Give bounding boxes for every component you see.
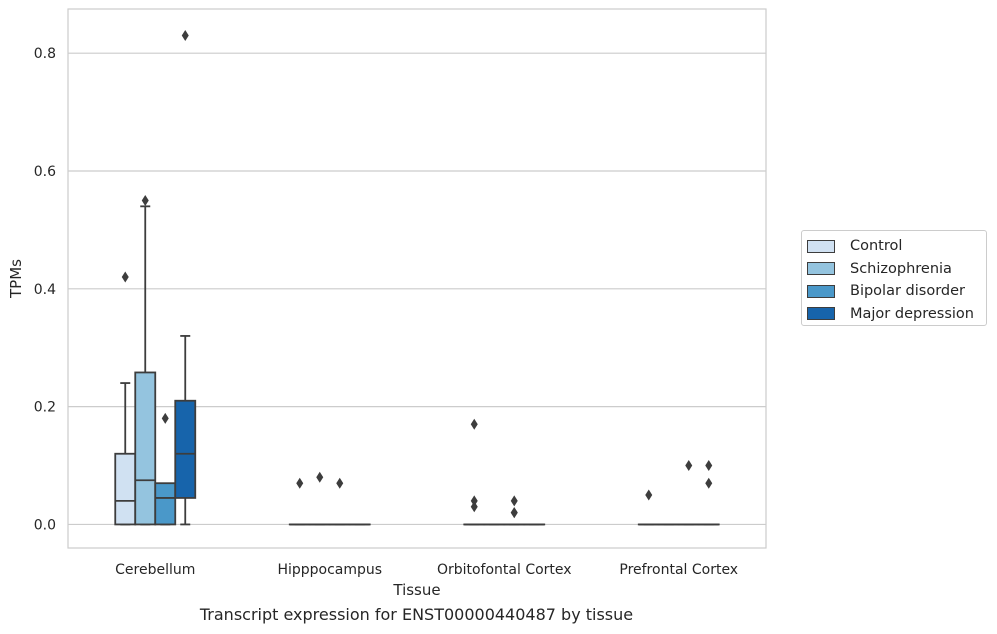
legend-item: Control [807,235,986,258]
legend-label: Major depression [850,305,974,322]
x-tick-labels: Cerebellum Hipppocampus Orbitofontal Corte… [115,562,738,578]
chart-title: Transcript expression for ENST0000044048… [199,605,634,624]
x-tick-label: Orbitofontal Cortex [437,562,572,578]
box [114,452,137,526]
series-bipolar-disorder [154,412,700,526]
outlier-point [141,194,149,206]
box-series [114,30,720,526]
x-tick-label: Cerebellum [115,562,195,578]
legend-item: Bipolar disorder [807,280,986,303]
legend-label: Schizophrenia [850,260,952,277]
legend-item: Schizophrenia [807,258,986,281]
outlier-point [336,477,344,489]
legend-swatch [807,239,835,253]
y-tick-label: 0.0 [34,517,56,533]
gridlines [68,52,766,526]
legend: Control Schizophrenia Bipolar disorder Majo… [801,230,987,326]
legend-label: Bipolar disorder [850,283,965,300]
y-tick-label: 0.8 [34,46,56,62]
x-tick-label: Hipppocampus [277,562,382,578]
outlier-point [121,271,129,283]
series-schizophrenia [134,194,680,526]
outlier-point [510,507,518,519]
outlier-point [705,477,713,489]
outlier-point [645,489,653,501]
outlier-point [181,30,189,42]
plot-frame [67,8,767,549]
outlier-point [470,501,478,513]
y-tick-label: 0.4 [34,282,56,298]
outlier-point [316,471,324,483]
legend-swatch [807,284,835,298]
legend-swatch [807,307,835,321]
y-tick-labels: 0.0 0.2 0.4 0.6 0.8 [34,46,56,533]
outlier-point [705,460,713,472]
x-axis-label: Tissue [392,581,440,599]
legend-label: Control [850,238,903,255]
box [154,482,177,526]
outlier-point [470,495,478,507]
legend-swatch [807,262,835,276]
y-tick-label: 0.2 [34,400,56,416]
series-major-depression [174,30,720,526]
outlier-point [296,477,304,489]
outlier-point [685,460,693,472]
outlier-point [470,418,478,430]
outlier-point [510,495,518,507]
outlier-point [161,412,169,424]
legend-item: Major depression [807,303,986,326]
y-axis-label: TPMs [7,259,25,299]
x-tick-label: Prefrontal Cortex [619,562,738,578]
box [174,399,197,499]
series-control [114,271,660,526]
y-tick-label: 0.6 [34,164,56,180]
box [134,371,157,526]
